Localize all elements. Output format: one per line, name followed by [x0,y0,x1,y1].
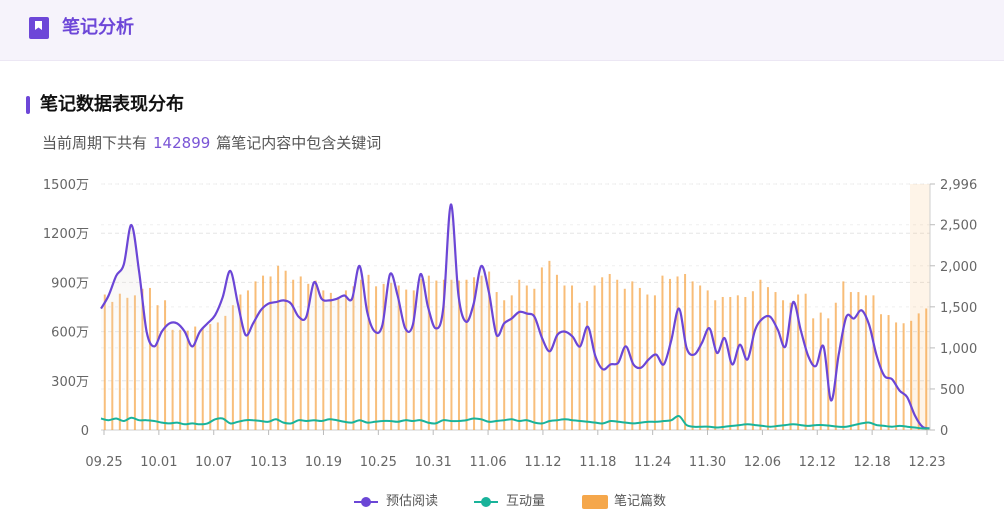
bar-mark [925,308,928,430]
summary-suffix: 篇笔记内容中包含关键词 [216,134,382,152]
legend-label: 笔记篇数 [614,494,667,509]
y-right-tick-label: 500 [940,383,965,398]
x-tick-label: 10.19 [305,455,342,470]
y-right-tick-label: 1,500 [940,301,977,316]
bar-mark [638,287,641,430]
note-count: 142899 [153,134,211,152]
bar-mark [887,315,890,430]
x-tick-label: 11.12 [524,455,561,470]
legend-read-symbol [354,497,378,507]
bar-mark [608,273,611,430]
bar-mark [910,320,913,430]
read-line [100,203,931,430]
x-tick-label: 11.30 [689,455,726,470]
y-right-tick-label: 2,996 [940,178,977,193]
bookmark-icon [29,17,49,39]
summary-prefix: 当前周期下共有 [42,134,148,152]
y-right-tick-label: 2,000 [940,260,977,275]
bar-mark [616,279,619,430]
bar-mark [895,322,898,430]
x-tick-label: 10.31 [415,455,452,470]
x-tick-label: 11.18 [579,455,616,470]
summary-text: 当前周期下共有 142899 篇笔记内容中包含关键词 [42,132,381,154]
performance-chart: 0 300万 600万 900万 1200万 1500万 0 500 1,000 1,500 2,0… [43,178,977,470]
x-tick-label: 10.01 [140,455,177,470]
x-tick-label: 12.18 [854,455,891,470]
bar-mark [548,260,551,430]
y-left-tick-label: 1500万 [43,178,89,193]
legend-label: 预估阅读 [386,494,439,509]
bar-mark [834,302,837,430]
bar-mark [917,313,920,430]
x-tick-label: 12.06 [744,455,781,470]
bar-mark [601,277,604,430]
page-header: 笔记分析 [0,0,1004,61]
x-tick-label: 11.24 [634,455,671,470]
legend-notes-symbol [582,495,608,509]
bar-mark [902,323,905,430]
x-tick-label: 10.07 [195,455,232,470]
hover-band [910,184,930,430]
legend-interaction-symbol [474,497,498,507]
y-left-tick-label: 1200万 [43,227,89,242]
x-tick-label: 10.25 [360,455,397,470]
y-left-tick-label: 300万 [51,375,89,390]
chart-legend: 预估阅读 互动量 笔记篇数 [0,492,1004,512]
y-left-tick-label: 0 [81,424,89,439]
y-left-tick-label: 900万 [51,276,89,291]
section-title: 笔记数据表现分布 [40,94,184,115]
x-tick-label: 12.12 [799,455,836,470]
x-tick-label: 09.25 [85,455,122,470]
interaction-line [100,414,931,430]
read-area [101,204,930,430]
section-accent-bar [26,96,30,114]
x-tick-label: 11.06 [469,455,506,470]
bar-mark [631,281,634,430]
x-tick-label: 12.23 [908,455,945,470]
y-left-tick-label: 600万 [51,326,89,341]
legend-label: 互动量 [506,494,546,509]
page-title: 笔记分析 [62,17,134,38]
y-right-tick-label: 1,000 [940,342,977,357]
y-right-tick-label: 0 [940,424,948,439]
y-right-tick-label: 2,500 [940,219,977,234]
x-tick-label: 10.13 [250,455,287,470]
bar-mark [661,275,664,430]
